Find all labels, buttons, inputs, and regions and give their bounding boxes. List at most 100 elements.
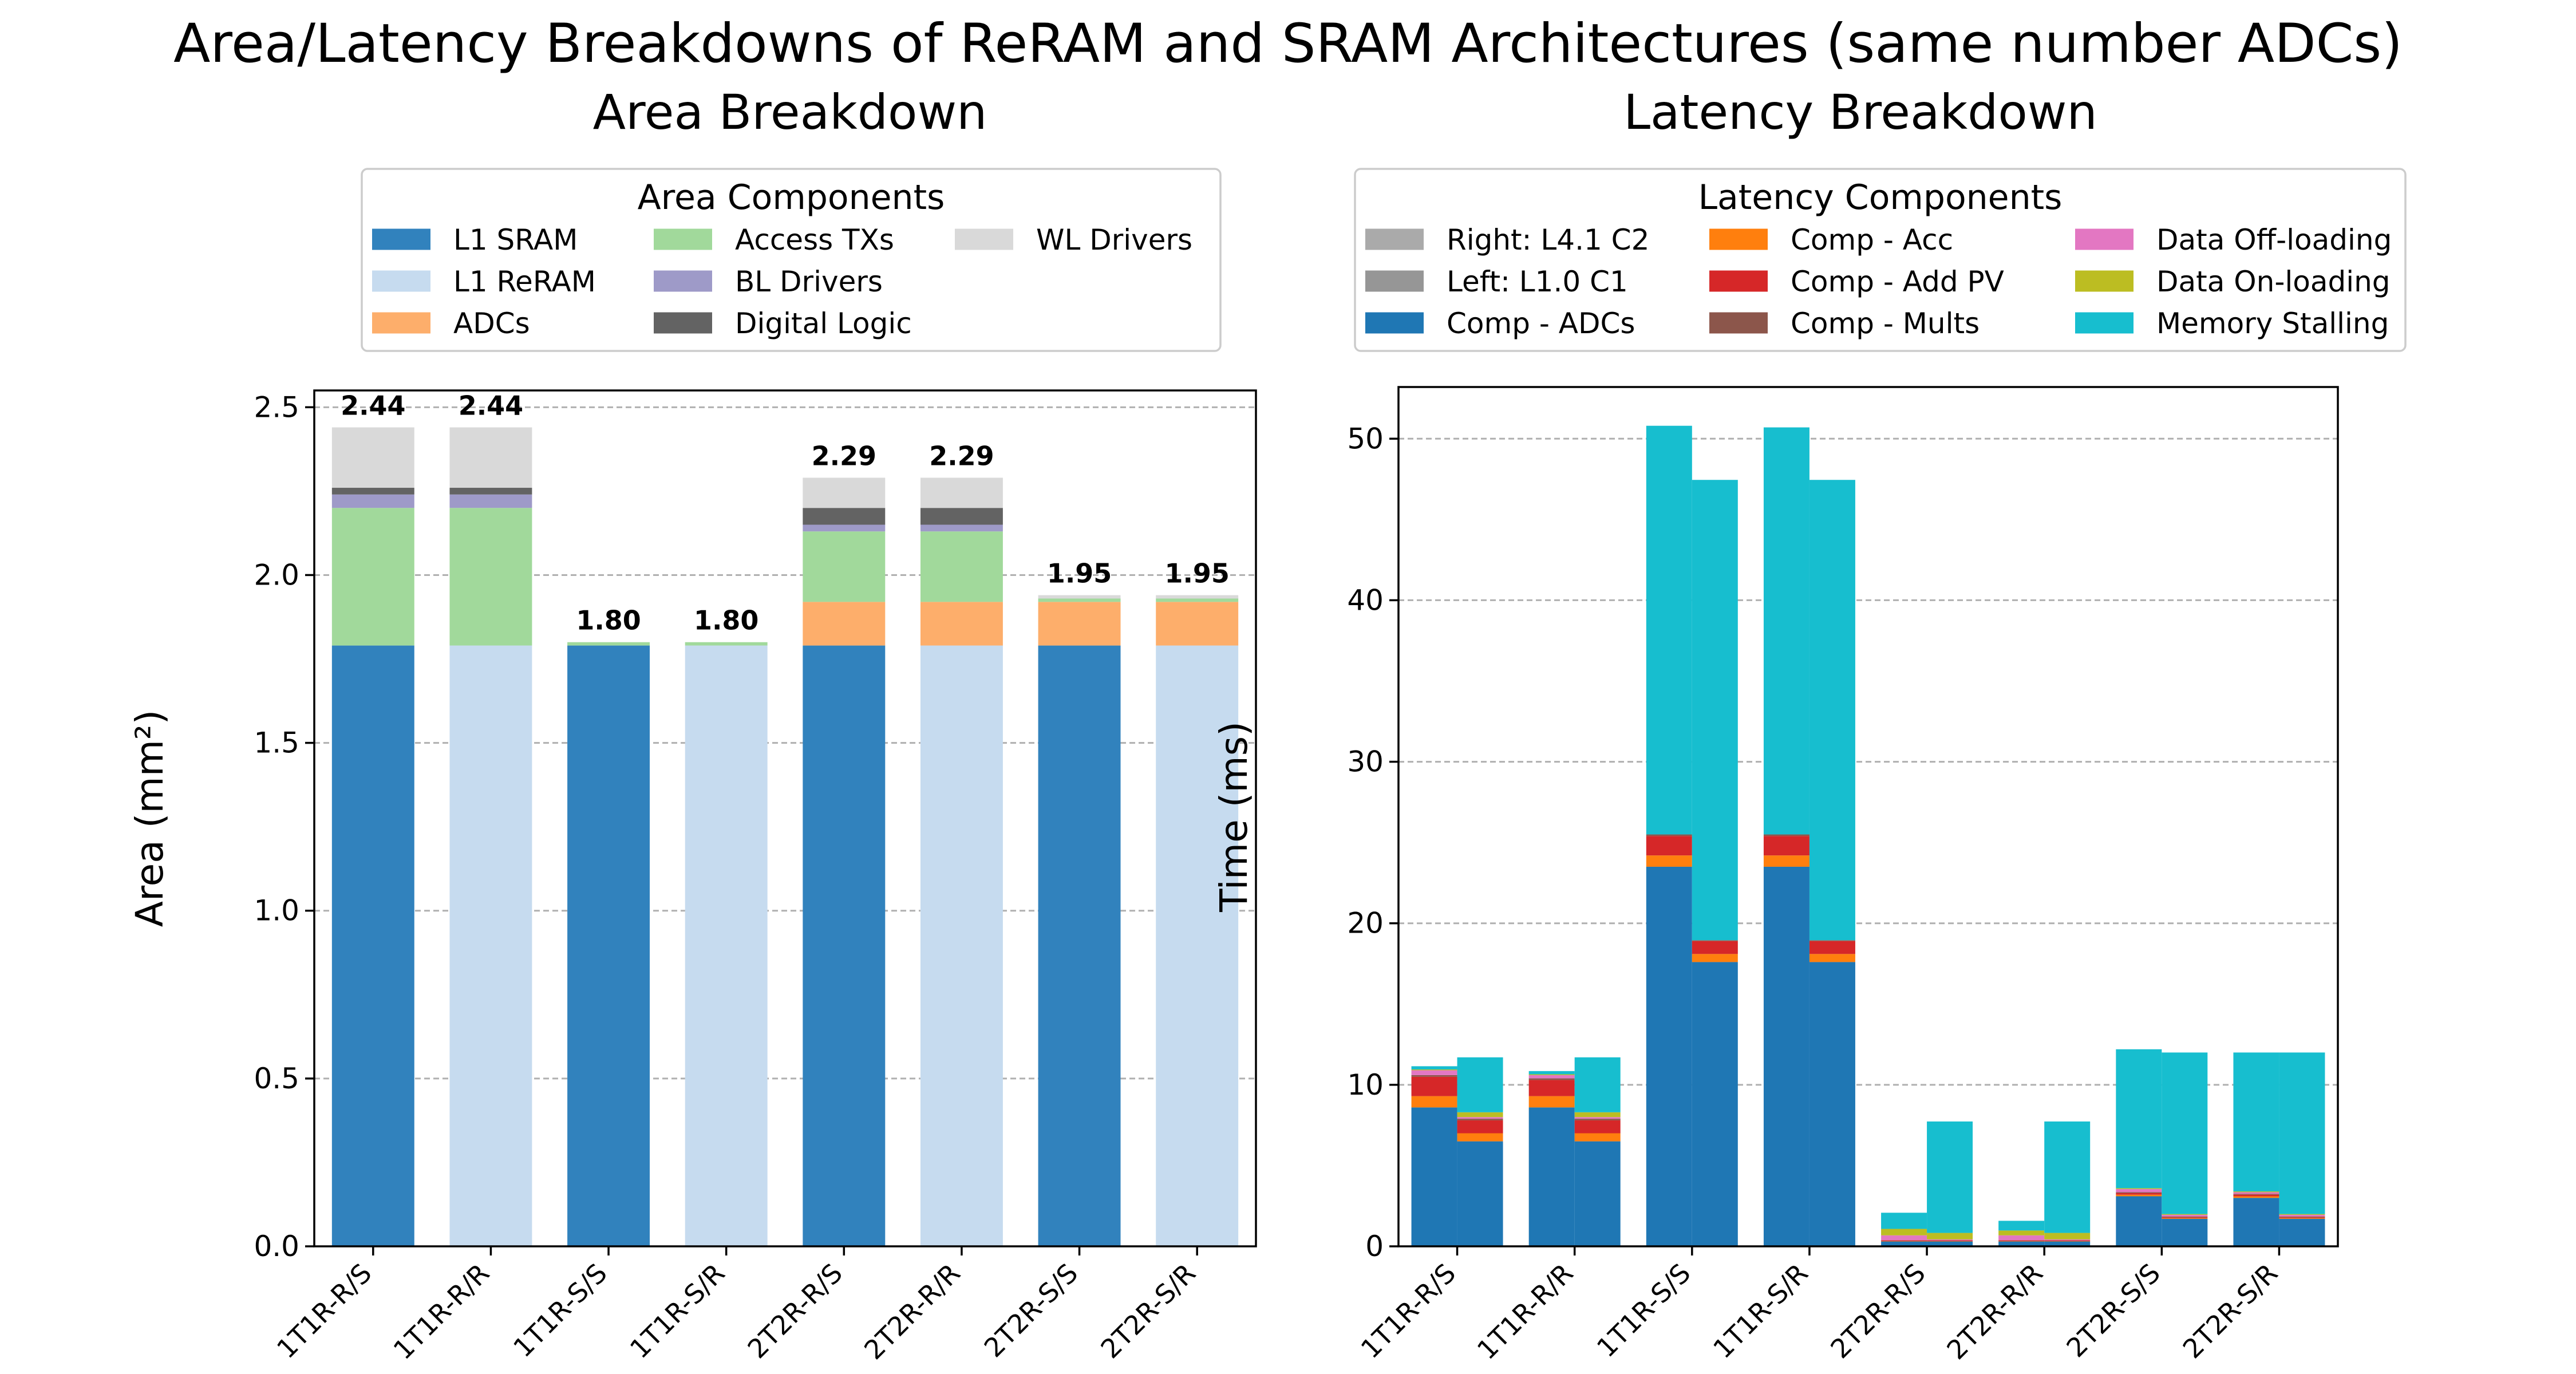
latency-bar-segment — [2116, 1196, 2162, 1246]
latency-bar-segment — [1692, 480, 1738, 941]
latency-bar-segment — [1809, 480, 1855, 941]
area-bar-segment — [803, 524, 886, 532]
legend-swatch — [654, 228, 712, 250]
y-tick-label: 1.5 — [254, 727, 299, 760]
area-bar-segment — [1156, 595, 1239, 599]
latency-bar-segment — [1881, 1235, 1927, 1241]
area-bar-segment — [1038, 645, 1121, 1246]
area-bar-segment — [449, 488, 532, 495]
latency-bar-segment — [1457, 1141, 1503, 1246]
latency-bar-segment — [1763, 866, 1809, 1246]
bar-total-label: 1.80 — [576, 605, 641, 636]
x-tick-label: 2T2R-R/R — [1941, 1258, 2049, 1366]
latency-bar-segment — [1528, 1075, 1575, 1079]
legend-entry-label: ADCs — [453, 307, 530, 340]
bar-total-label: 1.80 — [694, 605, 759, 636]
latency-bar-segment — [1574, 1120, 1621, 1134]
legend-swatch — [372, 312, 430, 334]
legend-entry-label: Comp - ADCs — [1447, 307, 1635, 340]
legend-entry-label: Digital Logic — [735, 307, 912, 340]
bar-total-label: 1.95 — [1164, 558, 1230, 589]
latency-bar-segment — [1574, 1112, 1621, 1118]
y-axis-label: Time (ms) — [1212, 721, 1256, 913]
area-chart: 2.44 2.44 1.80 1.80 2.29 2.29 1.95 1.95 0.0 0.5 1.… — [128, 389, 1257, 1366]
area-bar-segment — [803, 602, 886, 646]
area-bar-segment — [449, 427, 532, 488]
area-bar-segment — [331, 488, 414, 495]
latency-bar-segment — [1763, 836, 1809, 856]
latency-bar-segment — [2233, 1052, 2279, 1192]
legend-swatch — [1365, 270, 1424, 292]
area-bar-segment — [803, 645, 886, 1246]
area-bar-segment — [1156, 598, 1239, 602]
latency-bar-segment — [1457, 1057, 1503, 1112]
latency-bar-segment — [2162, 1218, 2208, 1219]
area-bar-segment — [331, 645, 414, 1246]
legend-frame — [361, 168, 1222, 352]
legend-swatch — [654, 270, 712, 292]
x-tick-label: 2T2R-S/S — [978, 1258, 1084, 1364]
y-tick-label: 2.0 — [254, 558, 299, 591]
legend-frame — [1354, 168, 2407, 352]
x-tick-label: 1T1R-R/R — [388, 1258, 496, 1366]
latency-bar-segment — [1881, 1229, 1927, 1235]
latency-bar-segment — [1411, 1069, 1457, 1071]
area-bar-segment — [920, 602, 1003, 646]
legend-entry-label: Comp - Add PV — [1791, 265, 2004, 298]
latency-bar-segment — [1646, 855, 1692, 867]
legend-entry-label: Comp - Acc — [1791, 223, 1953, 256]
legend-title: Area Components — [638, 177, 945, 218]
latency-bar-segment — [1411, 1066, 1457, 1070]
legend-entry-label: L1 SRAM — [453, 223, 578, 256]
latency-bar-segment — [2279, 1219, 2325, 1246]
latency-bar-segment — [2116, 1193, 2162, 1195]
latency-bar-segment — [1881, 1241, 1927, 1242]
legend-swatch — [1709, 270, 1768, 292]
area-chart-title: Area Breakdown — [593, 84, 987, 140]
latency-bar-segment — [1927, 1239, 1973, 1241]
legend-swatch — [2075, 228, 2134, 250]
y-tick-label: 30 — [1347, 745, 1384, 779]
latency-bar-segment — [1457, 1119, 1503, 1120]
legend-swatch — [2075, 312, 2134, 334]
area-bar-segment — [920, 531, 1003, 602]
latency-bar-segment — [2279, 1052, 2325, 1214]
latency-bar-segment — [1927, 1241, 1973, 1246]
latency-bar-segment — [2279, 1218, 2325, 1219]
latency-bar-segment — [2279, 1217, 2325, 1218]
legend-entry-label: Memory Stalling — [2156, 307, 2389, 340]
legend-entry-label: WL Drivers — [1036, 223, 1192, 256]
area-bar-segment — [449, 508, 532, 646]
latency-bar-segment — [2162, 1214, 2208, 1217]
latency-bar-segment — [2233, 1198, 2279, 1246]
latency-bar-segment — [1411, 1107, 1457, 1246]
plot-frame — [313, 389, 1257, 1247]
latency-bar-segment — [1692, 941, 1738, 954]
plot-frame — [1397, 386, 2339, 1247]
y-tick-label: 40 — [1347, 583, 1384, 617]
y-tick-label: 20 — [1347, 907, 1384, 940]
x-tick-label: 1T1R-S/R — [1707, 1258, 1814, 1365]
latency-bar-segment — [2279, 1214, 2325, 1215]
area-bar-segment — [449, 494, 532, 508]
latency-bar-segment — [1763, 855, 1809, 867]
latency-bar-segment — [1411, 1076, 1457, 1096]
latency-bar-segment — [1998, 1230, 2045, 1235]
area-legend: Area Components L1 SRAM L1 ReRAM ADCs Access… — [361, 168, 1222, 352]
latency-bar-segment — [1927, 1241, 1973, 1242]
latency-bar-segment — [1763, 427, 1809, 835]
latency-bar-segment — [1646, 834, 1692, 836]
y-tick-label: 2.5 — [254, 390, 299, 424]
figure-suptitle: Area/Latency Breakdowns of ReRAM and SRA… — [173, 13, 2403, 75]
latency-bar-segment — [2162, 1052, 2208, 1214]
legend-swatch — [2075, 270, 2134, 292]
latency-bar-segment — [1457, 1133, 1503, 1142]
y-tick-label: 1.0 — [254, 894, 299, 927]
legend-entry-label: Data Off-loading — [2156, 223, 2392, 256]
latency-bar-segment — [1646, 836, 1692, 856]
latency-bar-segment — [2233, 1194, 2279, 1197]
latency-bar-segment — [2116, 1192, 2162, 1193]
latency-bar-segment — [1692, 962, 1738, 1246]
latency-bar-segment — [1809, 954, 1855, 962]
